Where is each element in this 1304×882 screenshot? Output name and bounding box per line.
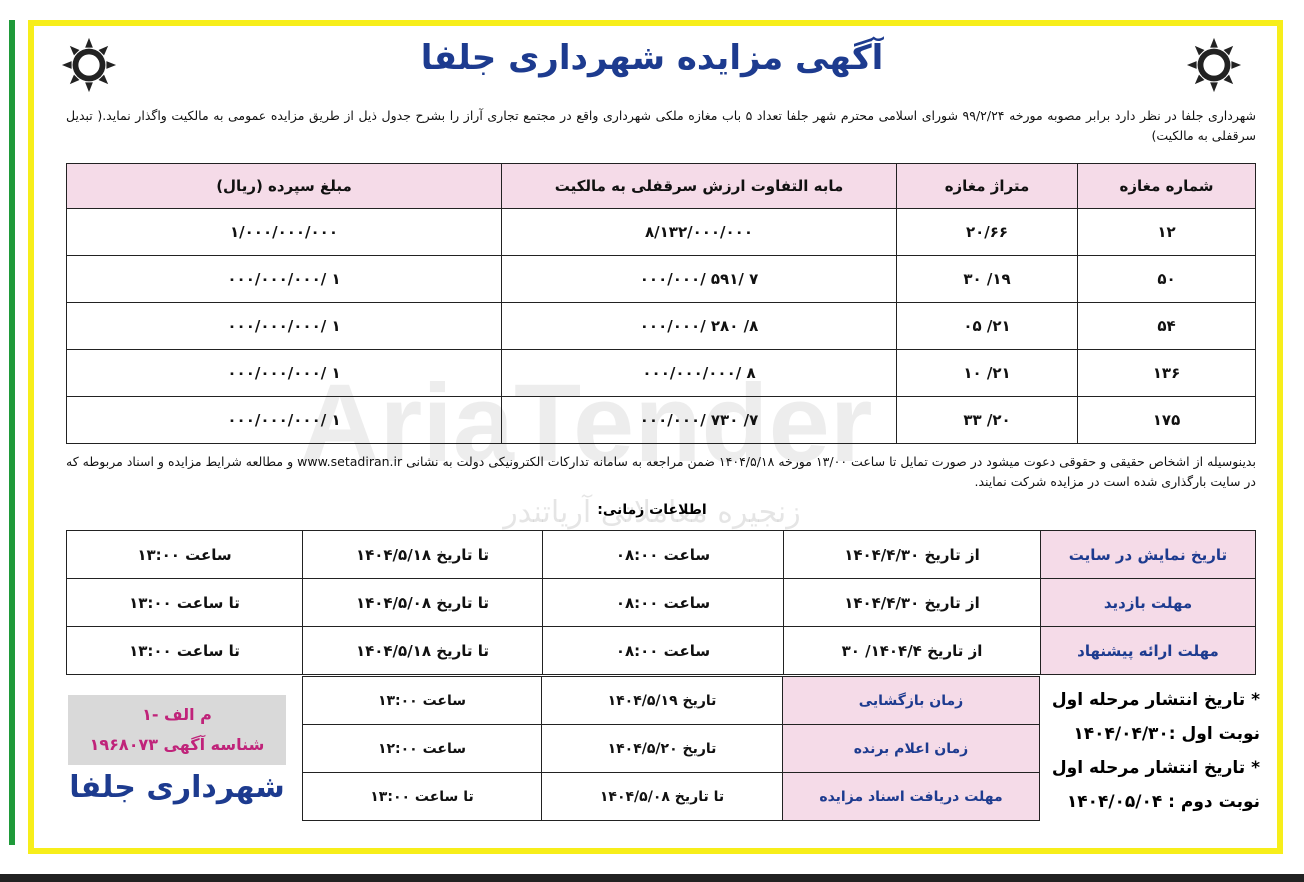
cell: ۲۰/ ۳۳	[896, 396, 1078, 444]
cell: ۱۲	[1077, 208, 1256, 256]
schedule-table: تاریخ نمایش در سایت از تاریخ ۱۴۰۴/۴/۳۰ ساع…	[66, 530, 1256, 675]
ad-code: م الف -۱	[142, 705, 212, 724]
intro-text: شهرداری جلفا در نظر دارد برابر مصوبه مور…	[66, 108, 1256, 143]
table-row: زمان اعلام برنده تاریخ ۱۴۰۴/۵/۲۰ ساعت ۱۲:۰…	[302, 724, 1040, 773]
cell: تا ساعت ۱۳:۰۰	[66, 626, 303, 675]
watermark-fa: زنجیره معاملاتی آریاتندر	[503, 495, 801, 530]
cell: ۷ /۵۹۱ /۰۰۰/۰۰۰	[501, 255, 897, 303]
cell: تا تاریخ ۱۴۰۴/۵/۱۸	[302, 626, 543, 675]
cell: ساعت ۱۳:۰۰	[302, 676, 542, 725]
table-row: زمان بازگشایی تاریخ ۱۴۰۴/۵/۱۹ ساعت ۱۳:۰۰	[302, 676, 1040, 725]
time-heading: اطلاعات زمانی:	[597, 502, 707, 518]
cell: ۱۷۵	[1077, 396, 1256, 444]
cell: ساعت ۰۸:۰۰	[542, 626, 784, 675]
events-table: زمان بازگشایی تاریخ ۱۴۰۴/۵/۱۹ ساعت ۱۳:۰۰ ز…	[302, 676, 1040, 821]
cell: ساعت ۱۲:۰۰	[302, 724, 542, 773]
cell: تا تاریخ ۱۴۰۴/۵/۰۸	[541, 772, 783, 821]
cell: تا ساعت ۱۳:۰۰	[302, 772, 542, 821]
publication-line: نوبت اول :۱۴۰۴/۰۴/۳۰	[1073, 724, 1260, 744]
cell-label: مهلت بازدید	[1040, 578, 1256, 627]
col-header: مابه التفاوت ارزش سرقفلی به مالکیت	[501, 163, 897, 209]
cell: ۸/۱۳۲/۰۰۰/۰۰۰	[501, 208, 897, 256]
cell-label: زمان بازگشایی	[782, 676, 1040, 725]
publication-dates: * تاریخ انتشار مرحله اول نوبت اول :۱۴۰۴/…	[1045, 683, 1260, 819]
cell: از تاریخ ۱۴۰۴/۴/ ۳۰	[783, 626, 1041, 675]
ad-id: شناسه آگهی ۱۹۶۸۰۷۳	[89, 735, 265, 754]
cell: ۱۹/ ۳۰	[896, 255, 1078, 303]
cell: ۱ /۰۰۰/۰۰۰/۰۰۰	[66, 396, 502, 444]
col-header: مبلغ سپرده (ریال)	[66, 163, 502, 209]
cell: ۵۴	[1077, 302, 1256, 350]
shops-table: شماره مغازه متراژ مغازه مابه التفاوت ارز…	[66, 163, 1256, 444]
cell: ۲۰/۶۶	[896, 208, 1078, 256]
cell: ۱ /۰۰۰/۰۰۰/۰۰۰	[66, 349, 502, 397]
cell-label: زمان اعلام برنده	[782, 724, 1040, 773]
green-edge	[9, 20, 15, 845]
col-header: شماره مغازه	[1077, 163, 1256, 209]
bottom-bar	[0, 874, 1304, 882]
cell: ۲۱/ ۱۰	[896, 349, 1078, 397]
cell: ۷/ ۷۳۰ /۰۰۰/۰۰۰	[501, 396, 897, 444]
cell: ۸/ ۲۸۰ /۰۰۰/۰۰۰	[501, 302, 897, 350]
cell: تاریخ ۱۴۰۴/۵/۲۰	[541, 724, 783, 773]
table-row: مهلت ارائه پیشنهاد از تاریخ ۱۴۰۴/۴/ ۳۰ ساع…	[66, 626, 1256, 675]
cell: ۲۱/ ۰۵	[896, 302, 1078, 350]
cell: ساعت ۱۳:۰۰	[66, 530, 303, 579]
cell: از تاریخ ۱۴۰۴/۴/۳۰	[783, 578, 1041, 627]
cell: ساعت ۰۸:۰۰	[542, 578, 784, 627]
cell-label: مهلت ارائه پیشنهاد	[1040, 626, 1256, 675]
cell-label: تاریخ نمایش در سایت	[1040, 530, 1256, 579]
table-row: ۱۷۵ ۲۰/ ۳۳ ۷/ ۷۳۰ /۰۰۰/۰۰۰ ۱ /۰۰۰/۰۰۰/۰۰۰	[66, 396, 1256, 444]
table-row: مهلت دریافت اسناد مزایده تا تاریخ ۱۴۰۴/۵/…	[302, 772, 1040, 821]
table-row: مهلت بازدید از تاریخ ۱۴۰۴/۴/۳۰ ساعت ۰۸:۰۰ ت…	[66, 578, 1256, 627]
table-row: ۱۲ ۲۰/۶۶ ۸/۱۳۲/۰۰۰/۰۰۰ ۱/۰۰۰/۰۰۰/۰۰۰	[66, 208, 1256, 256]
table-row: تاریخ نمایش در سایت از تاریخ ۱۴۰۴/۴/۳۰ ساع…	[66, 530, 1256, 579]
table-row: ۱۳۶ ۲۱/ ۱۰ ۸ /۰۰۰/۰۰۰/۰۰۰ ۱ /۰۰۰/۰۰۰/۰۰۰	[66, 349, 1256, 397]
cell: ۱ /۰۰۰/۰۰۰/۰۰۰	[66, 302, 502, 350]
table-row: ۵۴ ۲۱/ ۰۵ ۸/ ۲۸۰ /۰۰۰/۰۰۰ ۱ /۰۰۰/۰۰۰/۰۰۰	[66, 302, 1256, 350]
cell: ۱۳۶	[1077, 349, 1256, 397]
notice-text: بدینوسیله از اشخاص حقیقی و حقوقی دعوت می…	[66, 454, 1256, 489]
cell-label: مهلت دریافت اسناد مزایده	[782, 772, 1040, 821]
cell: ۵۰	[1077, 255, 1256, 303]
col-header: متراژ مغازه	[896, 163, 1078, 209]
cell: تا تاریخ ۱۴۰۴/۵/۰۸	[302, 578, 543, 627]
municipality-logo-icon	[1186, 37, 1242, 93]
table-row: ۵۰ ۱۹/ ۳۰ ۷ /۵۹۱ /۰۰۰/۰۰۰ ۱ /۰۰۰/۰۰۰/۰۰۰	[66, 255, 1256, 303]
cell: ۱/۰۰۰/۰۰۰/۰۰۰	[66, 208, 502, 256]
ad-id-box: م الف -۱ شناسه آگهی ۱۹۶۸۰۷۳	[68, 695, 286, 765]
publication-line: نوبت دوم : ۱۴۰۴/۰۵/۰۴	[1066, 792, 1260, 812]
cell: تا تاریخ ۱۴۰۴/۵/۱۸	[302, 530, 543, 579]
cell: تاریخ ۱۴۰۴/۵/۱۹	[541, 676, 783, 725]
publication-line: * تاریخ انتشار مرحله اول	[1051, 690, 1260, 710]
publication-line: * تاریخ انتشار مرحله اول	[1051, 758, 1260, 778]
cell: از تاریخ ۱۴۰۴/۴/۳۰	[783, 530, 1041, 579]
cell: ساعت ۰۸:۰۰	[542, 530, 784, 579]
municipality-logo-icon	[61, 37, 117, 93]
signature: شهرداری جلفا	[69, 770, 285, 805]
cell: ۸ /۰۰۰/۰۰۰/۰۰۰	[501, 349, 897, 397]
page-title: آگهی مزایده شهرداری جلفا	[420, 38, 884, 78]
cell: ۱ /۰۰۰/۰۰۰/۰۰۰	[66, 255, 502, 303]
cell: تا ساعت ۱۳:۰۰	[66, 578, 303, 627]
